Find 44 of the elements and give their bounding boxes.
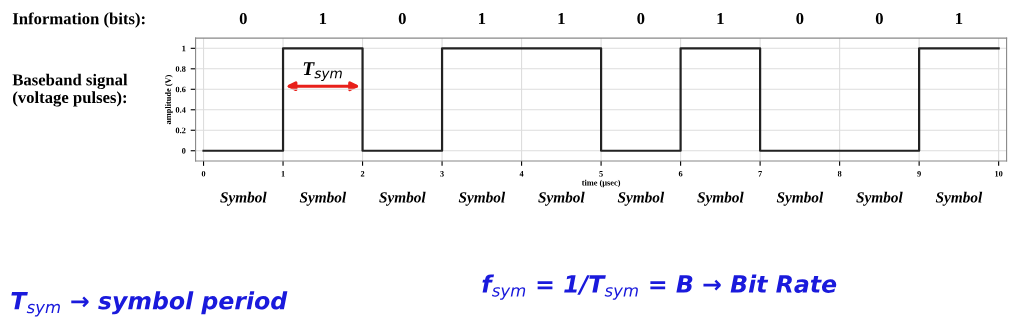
- text: Symbol: [379, 191, 426, 206]
- text: 0: [398, 12, 406, 25]
- x-tick-label: 3: [440, 170, 444, 177]
- text: 1: [717, 13, 724, 25]
- text: 0: [796, 12, 804, 25]
- text: 1: [478, 13, 486, 25]
- x-axis-title: time (μsec): [581, 179, 621, 188]
- text: Symbol: [538, 191, 585, 206]
- x-tick-label: 10: [995, 170, 1003, 177]
- x-tick-label: 7: [758, 171, 762, 177]
- text: 1: [956, 13, 963, 25]
- x-tick-label: 9: [917, 170, 921, 177]
- y-tick-label: 0.4: [175, 107, 186, 113]
- text: Symbol: [935, 191, 983, 206]
- y-tick-label: 0.8: [175, 66, 186, 72]
- x-tick-label: 0: [201, 170, 206, 177]
- y-tick-label: 0.6: [175, 86, 186, 93]
- text: T$_{sym}$ → symbol period: [11, 291, 288, 317]
- text: Symbol: [299, 191, 347, 206]
- text: 0: [875, 12, 883, 25]
- text: Symbol: [856, 191, 903, 206]
- annotation: T$_{sym}$: [303, 62, 342, 81]
- text: Information (bits):: [12, 12, 145, 28]
- text: Symbol: [776, 191, 824, 206]
- x-tick-label: 1: [281, 170, 285, 177]
- x-tick-label: 4: [519, 171, 524, 177]
- y-tick-label: 0: [182, 148, 186, 154]
- text: 1: [319, 13, 327, 25]
- text: Symbol: [617, 191, 665, 206]
- x-tick-label: 8: [837, 170, 842, 177]
- x-tick-label: 2: [360, 170, 365, 177]
- text: Symbol: [697, 191, 744, 206]
- text: Baseband signal (voltage pulses):: [12, 73, 128, 107]
- y-tick-label: 0.2: [175, 127, 186, 134]
- text: 0: [637, 12, 645, 25]
- y-tick-label: 1: [182, 45, 186, 52]
- text: Symbol: [220, 191, 267, 206]
- text: f$_{sym}$ = 1/T$_{sym}$ = B → Bit Rate: [482, 274, 837, 300]
- y-axis-title: amplitude (V): [165, 75, 173, 125]
- x-tick-label: 5: [599, 171, 603, 177]
- text: 0: [239, 12, 247, 25]
- text: 1: [558, 13, 565, 25]
- text: Symbol: [458, 191, 506, 206]
- x-tick-label: 6: [678, 170, 683, 177]
